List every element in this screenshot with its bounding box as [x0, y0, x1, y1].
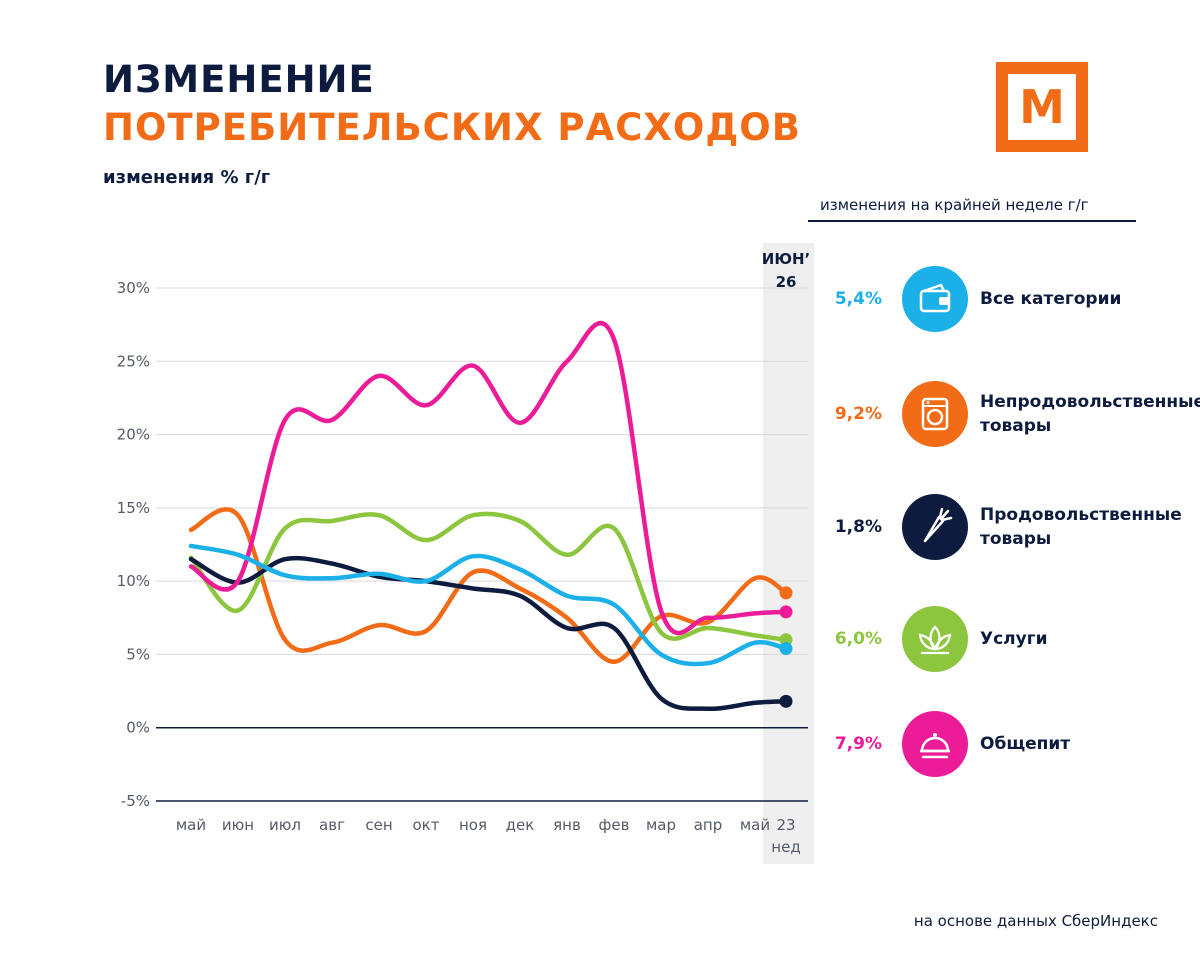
carrot-icon	[915, 507, 955, 547]
legend-item: 7,9% Общепит	[820, 711, 1190, 777]
legend-label-line: Общепит	[980, 732, 1070, 756]
highlight-bottom-label: нед	[771, 838, 800, 856]
legend-label: Все категории	[980, 287, 1121, 311]
legend-icon-circle	[902, 711, 968, 777]
legend-label: Услуги	[980, 627, 1048, 651]
y-tick-label: 10%	[117, 572, 150, 590]
legend-item: 1,8% Продовольственныетовары	[820, 494, 1190, 560]
lotus-icon	[915, 619, 955, 659]
legend-value: 6,0%	[820, 629, 882, 649]
legend-icon-circle	[902, 606, 968, 672]
series-end-point	[780, 605, 793, 618]
legend-label: Продовольственныетовары	[980, 503, 1182, 551]
cloche-icon	[915, 724, 955, 764]
y-tick-label: 20%	[117, 426, 150, 444]
x-tick-label: мар	[646, 816, 676, 834]
legend-value: 5,4%	[820, 289, 882, 309]
legend-label: Общепит	[980, 732, 1070, 756]
legend-icon-circle	[902, 381, 968, 447]
legend-label-line: товары	[980, 414, 1200, 438]
legend-label-line: товары	[980, 527, 1182, 551]
x-tick-label: дек	[506, 816, 535, 834]
legend-label-line: Все категории	[980, 287, 1121, 311]
legend-label-line: Услуги	[980, 627, 1048, 651]
source-note: на основе данных СберИндекс	[914, 912, 1158, 930]
x-tick-label: май	[176, 816, 206, 834]
legend-item: 6,0% Услуги	[820, 606, 1190, 672]
legend-item: 5,4% Все категории	[820, 266, 1190, 332]
series-end-point	[780, 586, 793, 599]
series-line	[191, 323, 786, 633]
wallet-icon	[915, 279, 955, 319]
y-tick-label: 15%	[117, 499, 150, 517]
legend-value: 9,2%	[820, 404, 882, 424]
legend-icon-circle	[902, 494, 968, 560]
x-tick-label: янв	[553, 816, 581, 834]
highlight-top-label: 26	[776, 273, 797, 291]
series-end-point	[780, 642, 793, 655]
legend-icon-circle	[902, 266, 968, 332]
legend-label: Непродовольственныетовары	[980, 390, 1200, 438]
y-tick-label: 5%	[126, 645, 150, 663]
highlight-band	[763, 243, 814, 864]
x-tick-label: окт	[413, 816, 440, 834]
x-tick-label: апр	[694, 816, 723, 834]
y-tick-label: 25%	[117, 352, 150, 370]
x-tick-label: июл	[269, 816, 301, 834]
series-line	[191, 546, 786, 664]
y-tick-label: 0%	[126, 719, 150, 737]
x-tick-label: июн	[222, 816, 254, 834]
y-tick-label: -5%	[121, 792, 150, 810]
highlight-bottom-label: 23	[776, 816, 795, 834]
series-end-point	[780, 695, 793, 708]
x-tick-label: сен	[365, 816, 392, 834]
washing-machine-icon	[915, 394, 955, 434]
legend-value: 7,9%	[820, 734, 882, 754]
x-tick-label: фев	[599, 816, 630, 834]
legend-item: 9,2%Непродовольственныетовары	[820, 381, 1190, 447]
x-tick-label: авг	[319, 816, 345, 834]
x-tick-label: май	[740, 816, 770, 834]
legend-label-line: Непродовольственные	[980, 390, 1200, 414]
legend-label-line: Продовольственные	[980, 503, 1182, 527]
y-tick-label: 30%	[117, 279, 150, 297]
x-tick-label: ноя	[459, 816, 487, 834]
highlight-top-label: ИЮН’	[762, 250, 810, 268]
legend-value: 1,8%	[820, 517, 882, 537]
